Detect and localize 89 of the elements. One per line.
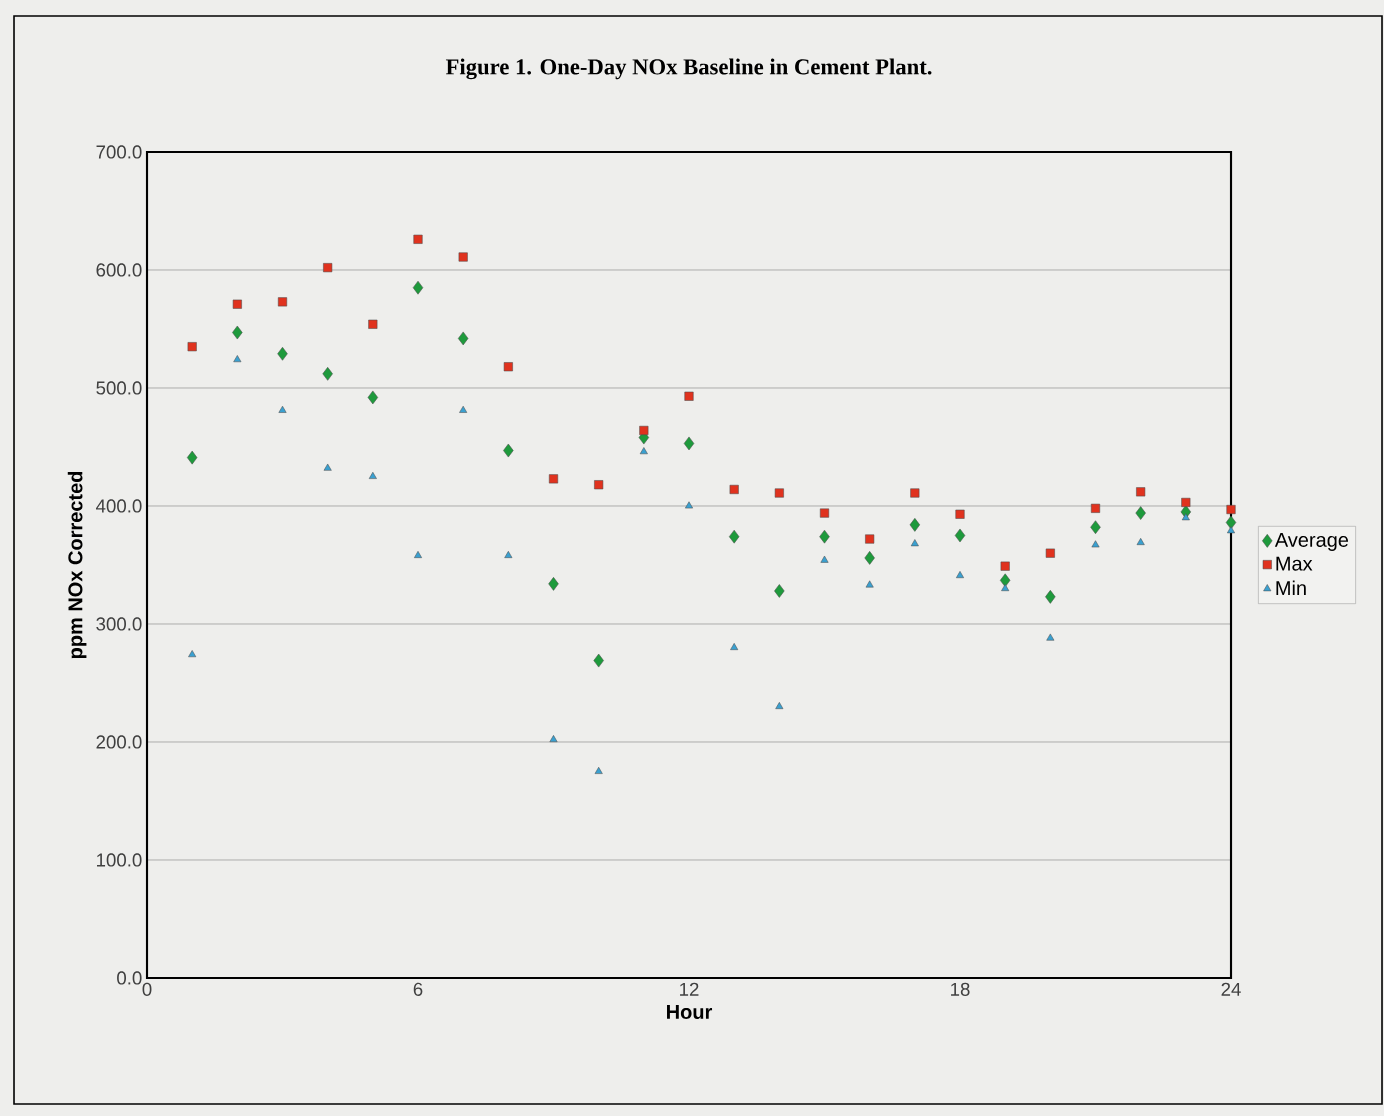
y-tick-label: 200.0 [96,735,142,749]
point [1090,503,1101,513]
point [819,508,830,518]
point [683,436,695,451]
point [1091,540,1100,548]
y-tick-label: 400.0 [96,499,142,513]
point [684,391,694,401]
point [1227,526,1235,534]
point [864,551,875,565]
point [322,367,333,381]
point [775,702,784,709]
point [774,488,784,498]
point [323,263,333,273]
point [368,319,378,329]
legend-label: Max [1276,556,1313,571]
point [685,501,693,509]
point [277,297,288,307]
point [1136,538,1145,545]
point [278,405,287,413]
point [232,299,242,309]
point [1000,573,1011,588]
point [729,529,740,544]
point [1225,515,1237,530]
point [187,450,198,465]
point [1000,561,1010,571]
point [1226,504,1236,515]
point [548,474,559,484]
point [323,463,332,471]
point [820,555,829,563]
x-tick-label: 12 [680,982,699,996]
y-tick-label: 300.0 [96,617,142,631]
point [910,539,919,547]
point [865,534,875,544]
point [594,480,604,490]
chart-title: Figure 1. One-Day NOx Baseline in Cement Plant. [445,58,932,80]
point [1045,590,1056,604]
x-axis-title: Hour [667,1005,713,1020]
point [1181,513,1190,521]
point [412,280,424,295]
point [594,766,603,774]
point [458,252,468,262]
point [188,650,197,658]
y-axis-title: ppm NOx Corrected [67,471,87,659]
point [956,571,964,579]
y-tick-label: 0.0 [117,971,142,985]
point [1135,506,1146,520]
point [233,355,242,363]
point [955,509,965,519]
point [503,362,513,372]
point [1045,548,1055,558]
point [774,584,785,598]
point [503,443,514,458]
legend-label: Average [1274,532,1349,551]
point [367,390,379,405]
point [909,518,921,532]
point [504,551,513,558]
y-tick-label: 700.0 [96,145,142,159]
point [232,325,243,340]
point [277,346,288,361]
legend-label: Min [1276,580,1306,595]
point [1181,497,1191,507]
point [549,735,558,743]
point [1136,487,1146,497]
point [639,447,648,455]
point [413,234,423,244]
point [639,425,649,435]
point [819,529,830,544]
point [548,577,559,591]
point [414,551,422,558]
point [729,484,739,495]
x-tick-label: 0 [142,982,152,996]
point [910,488,920,498]
point [954,528,966,543]
point [368,471,377,479]
point [458,331,469,346]
x-tick-label: 24 [1221,982,1241,996]
point [459,405,468,413]
point [1046,633,1055,641]
point [187,342,197,352]
point [1090,520,1101,535]
y-tick-label: 500.0 [96,381,142,395]
x-tick-label: 18 [951,982,970,996]
y-tick-label: 100.0 [97,853,142,867]
point [593,653,604,668]
point [865,580,874,588]
x-tick-label: 6 [413,982,423,996]
y-tick-label: 600.0 [96,263,142,277]
point [730,643,739,650]
point [1001,584,1010,591]
